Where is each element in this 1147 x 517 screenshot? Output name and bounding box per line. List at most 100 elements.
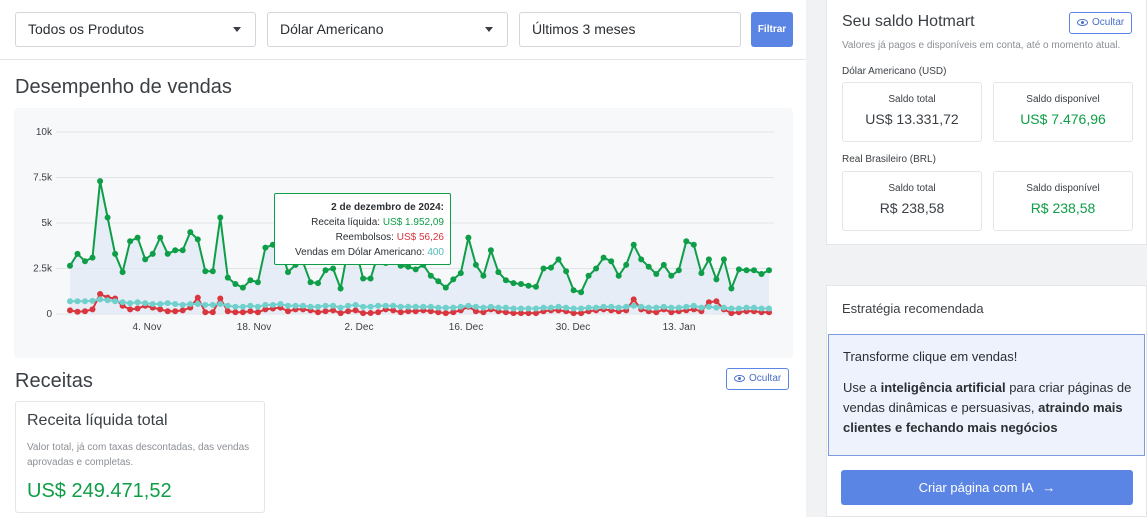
series-point <box>578 305 585 312</box>
series-point <box>570 310 577 317</box>
series-point <box>127 238 134 245</box>
usd-available-value: US$ 7.476,96 <box>1020 111 1106 127</box>
series-line <box>69 292 769 315</box>
series-point <box>164 300 171 307</box>
series-point <box>254 309 261 316</box>
series-point <box>608 303 615 310</box>
series-point <box>442 310 449 317</box>
currency-select[interactable]: Dólar Americano <box>267 12 508 47</box>
series-point <box>705 299 712 306</box>
series-point <box>157 301 164 307</box>
series-point <box>239 303 246 310</box>
series-point <box>119 299 126 306</box>
series-point <box>683 303 690 310</box>
series-point <box>578 289 585 296</box>
series-point <box>345 308 352 315</box>
x-tick-label: 2. Dec <box>345 322 374 333</box>
series-point <box>202 301 209 308</box>
right-panel: Seu saldo Hotmart Ocultar Valores já pag… <box>812 0 1147 517</box>
series-point <box>705 303 712 310</box>
series-point <box>127 300 134 307</box>
series-point <box>720 256 727 263</box>
series-point <box>645 263 652 270</box>
series-point <box>465 234 472 241</box>
brl-label: Real Brasileiro (BRL) <box>842 154 936 165</box>
series-point <box>157 234 164 241</box>
series-point <box>285 308 291 315</box>
series-point <box>254 279 261 286</box>
series-point <box>194 294 201 301</box>
filter-bar: Todos os Produtos Dólar Americano Último… <box>0 0 806 60</box>
eye-icon <box>734 375 745 382</box>
series-point <box>690 302 697 309</box>
series-point <box>525 282 532 289</box>
receitas-hide-button[interactable]: Ocultar <box>726 368 790 390</box>
series-point <box>555 303 562 310</box>
series-point <box>683 238 690 245</box>
receitas-hide-label: Ocultar <box>749 373 782 384</box>
balance-hide-button[interactable]: Ocultar <box>1069 12 1133 34</box>
series-point <box>751 267 757 274</box>
sales-chart[interactable]: 10k 7.5k 5k 2.5k 0 4. Nov 18. Nov 2. Dec 16. Dec… <box>14 108 793 358</box>
series-point <box>668 272 675 279</box>
series-point <box>345 302 352 309</box>
series-point <box>435 309 442 316</box>
net-revenue-value: US$ 249.471,52 <box>27 480 172 502</box>
series-point <box>766 267 772 274</box>
product-select[interactable]: Todos os Produtos <box>15 12 256 47</box>
strategy-text: Use a inteligência artificial para criar… <box>843 378 1138 438</box>
y-tick-label: 7.5k <box>33 173 53 184</box>
series-point <box>322 308 329 315</box>
series-point <box>638 256 645 263</box>
series-point <box>360 275 367 282</box>
series-point <box>533 283 539 290</box>
series-point <box>668 309 675 316</box>
series-point <box>728 310 735 317</box>
series-point <box>518 281 524 287</box>
series-point <box>337 285 344 292</box>
series-point <box>480 304 487 311</box>
series-point <box>209 301 216 308</box>
series-point <box>164 308 171 315</box>
series-point <box>623 303 630 310</box>
series-point <box>548 264 554 271</box>
create-ai-page-button[interactable]: Criar página com IA → <box>841 470 1133 505</box>
series-point <box>510 280 517 287</box>
filter-button[interactable]: Filtrar <box>751 12 793 47</box>
series-point <box>600 254 607 261</box>
series-point <box>668 304 675 311</box>
series-point <box>89 306 96 313</box>
series-point <box>758 305 765 312</box>
usd-total-value: US$ 13.331,72 <box>865 111 959 127</box>
tooltip-refund-label: Reembolsos: <box>335 232 394 243</box>
series-point <box>758 271 765 277</box>
series-point <box>149 301 156 307</box>
series-point <box>525 310 532 317</box>
series-point <box>457 270 464 277</box>
period-input[interactable]: Últimos 3 meses <box>519 12 741 47</box>
series-point <box>751 304 757 311</box>
net-revenue-card: Receita líquida total Valor total, já co… <box>15 401 265 513</box>
series-point <box>555 256 562 263</box>
series-point <box>502 304 509 311</box>
series-point <box>495 304 502 311</box>
series-point <box>472 308 479 315</box>
series-point <box>315 309 321 316</box>
tooltip-net-value: US$ 1.952,09 <box>382 217 444 228</box>
series-point <box>720 304 727 311</box>
series-point <box>262 306 269 313</box>
series-point <box>585 272 592 279</box>
series-point <box>487 303 494 310</box>
series-point <box>224 274 231 281</box>
product-select-value: Todos os Produtos <box>28 21 144 37</box>
brl-available-label: Saldo disponível <box>1026 183 1100 194</box>
series-line <box>69 180 770 294</box>
series-point <box>510 310 517 317</box>
series-point <box>450 304 457 311</box>
series-point <box>510 305 517 312</box>
series-point <box>315 280 321 287</box>
series-point <box>405 263 412 270</box>
series-point <box>269 301 276 308</box>
series-point <box>375 302 382 309</box>
series-point <box>450 309 457 316</box>
